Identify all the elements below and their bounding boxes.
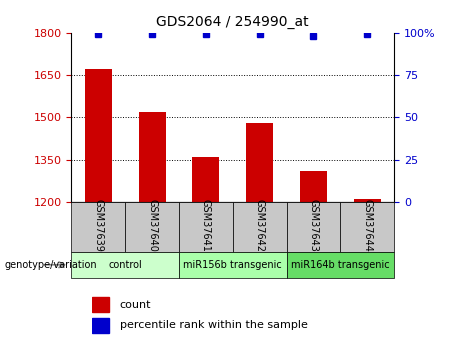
Bar — [193, 157, 219, 202]
Bar — [233, 202, 287, 252]
Text: control: control — [108, 260, 142, 270]
Bar — [92, 318, 110, 333]
Bar — [354, 199, 381, 202]
Bar — [125, 202, 179, 252]
Text: GSM37643: GSM37643 — [308, 199, 319, 252]
Text: miR164b transgenic: miR164b transgenic — [291, 260, 390, 270]
Text: percentile rank within the sample: percentile rank within the sample — [120, 321, 308, 330]
Text: GSM37640: GSM37640 — [147, 199, 157, 252]
Bar — [179, 252, 287, 278]
Bar — [71, 252, 179, 278]
Text: miR156b transgenic: miR156b transgenic — [183, 260, 282, 270]
Text: GSM37641: GSM37641 — [201, 199, 211, 252]
Text: GSM37644: GSM37644 — [362, 199, 372, 252]
Bar — [92, 297, 110, 312]
Text: GSM37642: GSM37642 — [254, 199, 265, 252]
Text: count: count — [120, 300, 151, 309]
Bar — [287, 202, 340, 252]
Bar — [300, 171, 327, 202]
Title: GDS2064 / 254990_at: GDS2064 / 254990_at — [156, 15, 309, 29]
Bar — [179, 202, 233, 252]
Bar — [287, 252, 394, 278]
Bar — [71, 202, 125, 252]
Bar — [340, 202, 394, 252]
Bar — [139, 112, 165, 202]
Bar — [246, 123, 273, 202]
Text: genotype/variation: genotype/variation — [5, 260, 97, 270]
Bar — [85, 69, 112, 202]
Text: GSM37639: GSM37639 — [93, 199, 103, 252]
